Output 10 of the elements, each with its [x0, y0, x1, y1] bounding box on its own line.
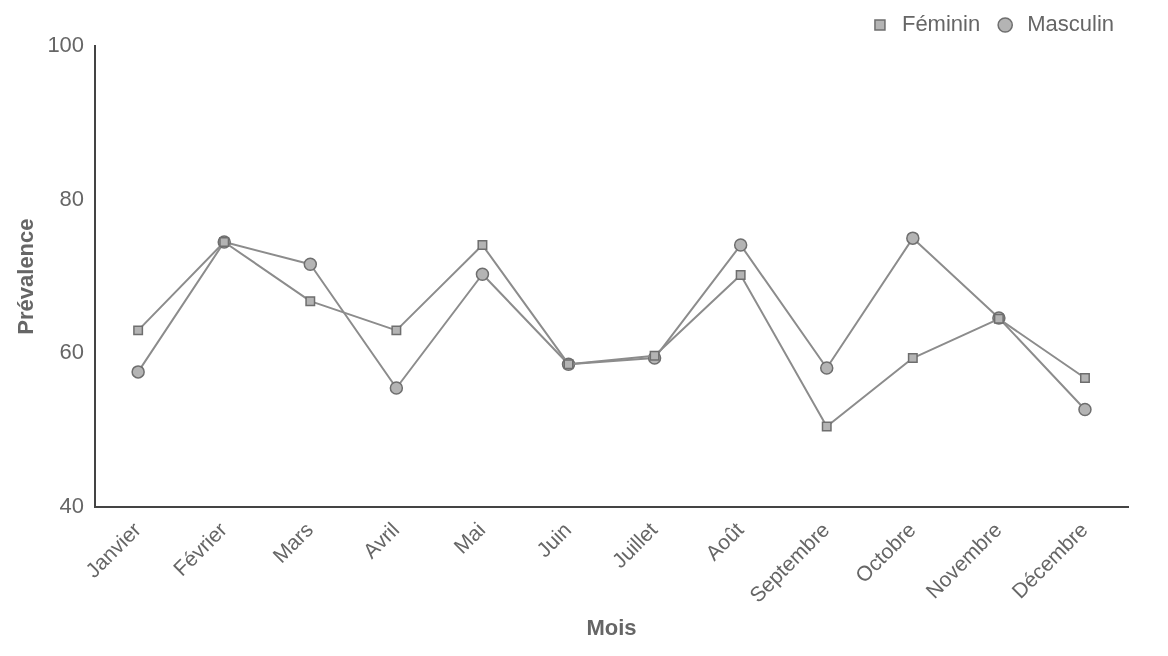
legend-label: Masculin: [1027, 11, 1114, 37]
x-axis-title: Mois: [586, 614, 637, 640]
x-tick-label: Juin: [531, 517, 576, 562]
x-tick-label: Mai: [449, 517, 490, 558]
y-tick-label: 80: [59, 185, 85, 211]
y-axis-title: Prévalence: [13, 218, 39, 335]
y-tick-label: 40: [59, 493, 85, 519]
legend-label: Féminin: [901, 11, 981, 37]
y-tick-label: 100: [47, 32, 85, 58]
y-tick-label: 60: [59, 339, 85, 365]
